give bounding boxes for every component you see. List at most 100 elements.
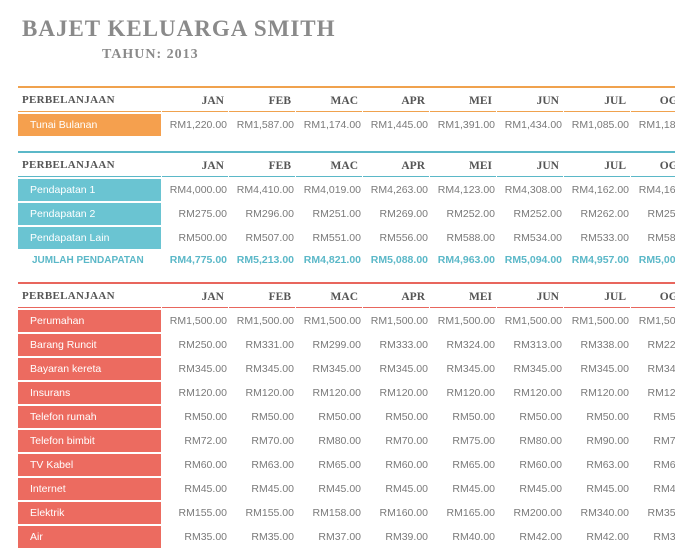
value-cell[interactable]: RM4,123.00 xyxy=(437,184,495,196)
value-cell[interactable]: RM345.00 xyxy=(379,363,428,375)
value-cell[interactable]: RM4,000.00 xyxy=(169,184,227,196)
value-cell[interactable]: RM120.00 xyxy=(513,387,562,399)
value-cell[interactable]: RM73.00 xyxy=(653,435,675,447)
value-cell[interactable]: RM345.00 xyxy=(245,363,294,375)
value-cell[interactable]: RM4,963.00 xyxy=(437,254,495,266)
value-cell[interactable]: RM50.00 xyxy=(251,411,294,423)
value-cell[interactable]: RM50.00 xyxy=(653,411,675,423)
value-cell[interactable]: RM35.00 xyxy=(184,531,227,543)
value-cell[interactable]: RM5,094.00 xyxy=(504,254,562,266)
row-label[interactable]: Pendapatan 2 xyxy=(18,203,161,225)
row-label[interactable]: Pendapatan 1 xyxy=(18,179,161,201)
value-cell[interactable]: RM1,500.00 xyxy=(571,315,629,327)
value-cell[interactable]: RM80.00 xyxy=(318,435,361,447)
value-cell[interactable]: RM1,500.00 xyxy=(370,315,428,327)
value-cell[interactable]: RM4,821.00 xyxy=(303,254,361,266)
value-cell[interactable]: RM75.00 xyxy=(452,435,495,447)
row-label[interactable]: Telefon bimbit xyxy=(18,430,161,452)
value-cell[interactable]: RM45.00 xyxy=(318,483,361,495)
value-cell[interactable]: RM60.00 xyxy=(184,459,227,471)
value-cell[interactable]: RM1,500.00 xyxy=(236,315,294,327)
value-cell[interactable]: RM333.00 xyxy=(379,339,428,351)
value-cell[interactable]: RM72.00 xyxy=(184,435,227,447)
value-cell[interactable]: RM45.00 xyxy=(653,483,675,495)
value-cell[interactable]: RM1,181.00 xyxy=(638,119,675,131)
value-cell[interactable]: RM313.00 xyxy=(513,339,562,351)
value-cell[interactable]: RM120.00 xyxy=(245,387,294,399)
value-cell[interactable]: RM45.00 xyxy=(586,483,629,495)
value-cell[interactable]: RM40.00 xyxy=(452,531,495,543)
value-cell[interactable]: RM345.00 xyxy=(647,363,675,375)
value-cell[interactable]: RM200.00 xyxy=(513,507,562,519)
value-cell[interactable]: RM4,410.00 xyxy=(236,184,294,196)
value-cell[interactable]: RM155.00 xyxy=(245,507,294,519)
value-cell[interactable]: RM65.00 xyxy=(318,459,361,471)
value-cell[interactable]: RM1,434.00 xyxy=(504,119,562,131)
value-cell[interactable]: RM250.00 xyxy=(178,339,227,351)
value-cell[interactable]: RM4,162.00 xyxy=(571,184,629,196)
value-cell[interactable]: RM1,445.00 xyxy=(370,119,428,131)
row-label[interactable]: Insurans xyxy=(18,382,161,404)
value-cell[interactable]: RM251.00 xyxy=(312,208,361,220)
value-cell[interactable]: RM340.00 xyxy=(580,507,629,519)
value-cell[interactable]: RM42.00 xyxy=(519,531,562,543)
value-cell[interactable]: RM1,500.00 xyxy=(169,315,227,327)
value-cell[interactable]: RM296.00 xyxy=(245,208,294,220)
total-label[interactable]: JUMLAH PENDAPATAN xyxy=(32,254,144,266)
value-cell[interactable]: RM585.00 xyxy=(647,232,675,244)
value-cell[interactable]: RM165.00 xyxy=(446,507,495,519)
row-label[interactable]: TV Kabel xyxy=(18,454,161,476)
value-cell[interactable]: RM345.00 xyxy=(513,363,562,375)
value-cell[interactable]: RM50.00 xyxy=(452,411,495,423)
value-cell[interactable]: RM45.00 xyxy=(519,483,562,495)
value-cell[interactable]: RM345.00 xyxy=(178,363,227,375)
value-cell[interactable]: RM60.00 xyxy=(653,459,675,471)
value-cell[interactable]: RM45.00 xyxy=(251,483,294,495)
value-cell[interactable]: RM551.00 xyxy=(312,232,361,244)
value-cell[interactable]: RM120.00 xyxy=(647,387,675,399)
value-cell[interactable]: RM1,500.00 xyxy=(504,315,562,327)
value-cell[interactable]: RM45.00 xyxy=(184,483,227,495)
value-cell[interactable]: RM120.00 xyxy=(446,387,495,399)
value-cell[interactable]: RM500.00 xyxy=(178,232,227,244)
value-cell[interactable]: RM50.00 xyxy=(184,411,227,423)
value-cell[interactable]: RM5,213.00 xyxy=(236,254,294,266)
value-cell[interactable]: RM60.00 xyxy=(385,459,428,471)
value-cell[interactable]: RM262.00 xyxy=(580,208,629,220)
value-cell[interactable]: RM45.00 xyxy=(385,483,428,495)
value-cell[interactable]: RM120.00 xyxy=(312,387,361,399)
value-cell[interactable]: RM275.00 xyxy=(178,208,227,220)
row-label[interactable]: Perumahan xyxy=(18,310,161,332)
value-cell[interactable]: RM70.00 xyxy=(251,435,294,447)
value-cell[interactable]: RM1,085.00 xyxy=(571,119,629,131)
value-cell[interactable]: RM338.00 xyxy=(580,339,629,351)
value-cell[interactable]: RM4,165.00 xyxy=(638,184,675,196)
value-cell[interactable]: RM4,263.00 xyxy=(370,184,428,196)
value-cell[interactable]: RM5,088.00 xyxy=(370,254,428,266)
row-label[interactable]: Air xyxy=(18,526,161,548)
value-cell[interactable]: RM258.00 xyxy=(647,208,675,220)
value-cell[interactable]: RM345.00 xyxy=(580,363,629,375)
value-cell[interactable]: RM4,308.00 xyxy=(504,184,562,196)
value-cell[interactable]: RM70.00 xyxy=(385,435,428,447)
value-cell[interactable]: RM534.00 xyxy=(513,232,562,244)
value-cell[interactable]: RM90.00 xyxy=(586,435,629,447)
value-cell[interactable]: RM4,019.00 xyxy=(303,184,361,196)
value-cell[interactable]: RM252.00 xyxy=(513,208,562,220)
value-cell[interactable]: RM63.00 xyxy=(251,459,294,471)
value-cell[interactable]: RM42.00 xyxy=(586,531,629,543)
row-label[interactable]: Elektrik xyxy=(18,502,161,524)
value-cell[interactable]: RM324.00 xyxy=(446,339,495,351)
value-cell[interactable]: RM39.00 xyxy=(385,531,428,543)
row-label[interactable]: Tunai Bulanan xyxy=(18,114,161,136)
value-cell[interactable]: RM50.00 xyxy=(385,411,428,423)
value-cell[interactable]: RM50.00 xyxy=(318,411,361,423)
value-cell[interactable]: RM1,391.00 xyxy=(437,119,495,131)
value-cell[interactable]: RM1,500.00 xyxy=(303,315,361,327)
value-cell[interactable]: RM299.00 xyxy=(312,339,361,351)
value-cell[interactable]: RM158.00 xyxy=(312,507,361,519)
value-cell[interactable]: RM50.00 xyxy=(586,411,629,423)
value-cell[interactable]: RM345.00 xyxy=(312,363,361,375)
value-cell[interactable]: RM350.00 xyxy=(647,507,675,519)
value-cell[interactable]: RM533.00 xyxy=(580,232,629,244)
